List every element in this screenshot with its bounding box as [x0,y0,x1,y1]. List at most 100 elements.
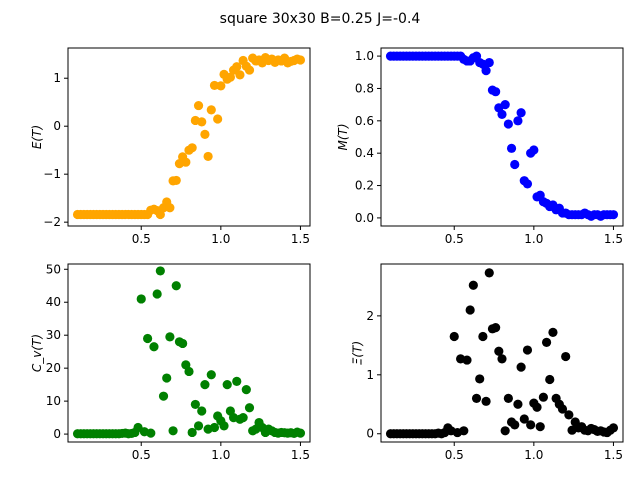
energy-point [181,157,191,167]
specific-heat-point [187,427,197,438]
specific-heat-point [158,391,169,401]
susceptibility-point [548,327,558,337]
energy-point [171,175,181,186]
energy-point [200,129,210,139]
specific-heat-point [136,294,146,304]
susceptibility-point [459,426,469,436]
specific-heat-point [193,421,204,431]
magnetization-ytick-label: 0.0 [355,211,374,225]
energy-axes-frame [67,47,311,227]
specific-heat-point [190,399,200,410]
magnetization-panel: M(T) 0.5 1.0 1.5 0.0 0.2 0.4 0.6 0.8 1.0 [336,47,624,246]
susceptibility-ytick-label: 0 [366,427,374,441]
energy-point [225,72,235,82]
susceptibility-ytick-label: 1 [366,368,374,382]
susceptibility-point [608,423,619,433]
susceptibility-point [557,404,568,414]
energy-point [235,70,245,80]
specific-heat-point [171,281,181,291]
specific-heat-point [232,376,242,386]
susceptibility-point [538,392,548,402]
susceptibility-point [541,337,552,347]
magnetization-point [510,159,520,170]
specific-heat-point [143,333,153,344]
magnetization-point [516,108,526,118]
magnetization-xtick-label: 1.0 [524,232,543,246]
specific-heat-point [165,332,175,342]
susceptibility-point [491,323,501,333]
energy-point [213,114,223,124]
magnetization-ytick-label: 0.8 [355,81,374,95]
susceptibility-xtick-label: 1.0 [524,448,543,462]
magnetization-point [481,66,491,76]
susceptibility-point [535,422,545,432]
specific-heat-ylabel: C_v(T) [30,334,44,372]
susceptibility-point [513,399,523,409]
magnetization-point [522,179,533,189]
magnetization-point [529,145,539,155]
specific-heat-xtick-label: 1.0 [211,448,230,462]
specific-heat-point [209,422,220,433]
specific-heat-ytick-label: 0 [53,427,61,441]
susceptibility-xtick-label: 0.5 [445,448,464,462]
magnetization-point [500,100,510,110]
energy-point [165,203,175,213]
specific-heat-point [238,413,248,423]
specific-heat-point [206,370,216,380]
specific-heat-point [155,266,165,276]
specific-heat-point [146,428,156,438]
susceptibility-point [462,355,472,365]
specific-heat-point [178,338,188,349]
susceptibility-point [471,393,482,403]
magnetization-ytick-label: 0.2 [355,179,374,193]
susceptibility-point [522,345,533,355]
susceptibility-ytick-label: 2 [366,309,374,323]
susceptibility-point [561,351,571,362]
magnetization-xtick-label: 1.5 [604,232,623,246]
magnetization-axes-frame [380,47,624,227]
magnetization-ylabel: M(T) [336,123,350,150]
energy-ytick-label: −1 [43,167,61,181]
specific-heat-point [295,428,306,438]
susceptibility-point [510,420,520,430]
susceptibility-point [564,410,574,420]
magnetization-ytick-label: 1.0 [355,49,374,63]
energy-ytick-label: 1 [53,71,61,85]
magnetization-point [513,116,523,126]
energy-point [203,151,213,162]
magnetization-xtick-label: 0.5 [445,232,464,246]
susceptibility-axes-frame [380,263,624,443]
susceptibility-ylabel: Ξ(T) [351,341,365,365]
specific-heat-point [168,426,178,436]
susceptibility-point [468,280,478,290]
specific-heat-xtick-label: 1.5 [291,448,310,462]
energy-ytick-label: 0 [53,119,61,133]
energy-point [216,81,226,91]
energy-xtick-label: 0.5 [132,232,151,246]
magnetization-point [608,210,619,220]
specific-heat-ytick-label: 30 [46,328,61,342]
energy-xtick-label: 1.5 [291,232,310,246]
susceptibility-point [519,414,529,424]
specific-heat-point [152,289,162,299]
energy-point [193,100,204,111]
susceptibility-point [449,331,459,342]
specific-heat-point [244,403,255,413]
specific-heat-point [219,421,229,431]
susceptibility-point [494,346,504,356]
susceptibility-panel: Ξ(T) 0.5 1.0 1.5 0 1 2 [351,263,624,462]
magnetization-ytick-label: 0.6 [355,114,374,128]
magnetization-ytick-label: 0.4 [355,146,374,160]
specific-heat-point [241,384,251,395]
specific-heat-point [184,366,194,377]
specific-heat-point [200,380,210,390]
susceptibility-point [465,305,475,315]
specific-heat-ytick-label: 50 [46,262,61,276]
energy-point [295,55,306,65]
susceptibility-point [481,396,491,406]
specific-heat-ytick-label: 10 [46,394,61,408]
susceptibility-point [532,402,542,412]
figure-title: square 30x30 B=0.25 J=-0.4 [220,11,421,27]
energy-point [206,105,216,115]
